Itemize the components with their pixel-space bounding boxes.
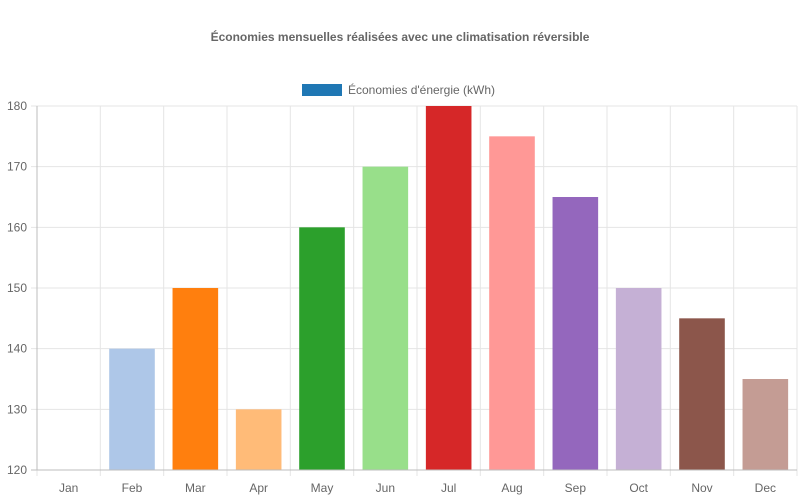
x-tick-label: Jun [376,481,395,495]
legend-label: Économies d'énergie (kWh) [348,82,495,97]
y-tick-label: 140 [7,342,27,356]
x-tick-label: Apr [249,481,268,495]
x-tick-label: Sep [565,481,587,495]
x-tick-label: Feb [122,481,143,495]
chart-title: Économies mensuelles réalisées avec une … [211,29,590,44]
bar-apr [235,409,282,470]
x-tick-label: Oct [629,481,648,495]
y-tick-label: 170 [7,160,27,174]
bar-dec [742,379,789,470]
x-tick-label: Dec [755,481,776,495]
bar-sep [552,197,599,470]
bar-oct [615,288,662,470]
x-tick-label: Mar [185,481,206,495]
y-tick-label: 160 [7,220,27,234]
bars [109,106,789,471]
x-tick-label: Nov [691,481,712,495]
x-tick-label: Jan [59,481,78,495]
y-tick-label: 180 [7,99,27,113]
x-tick-label: Jul [441,481,456,495]
bar-nov [679,318,725,470]
bar-may [299,227,345,470]
x-tick-label: May [311,481,334,495]
bar-mar [172,288,219,470]
bar-jul [425,106,472,470]
grid [31,105,798,476]
legend-swatch [302,84,342,96]
bar-feb [109,348,155,470]
legend[interactable]: Économies d'énergie (kWh) [302,82,495,97]
y-tick-label: 130 [7,402,27,416]
axes: 120 130 140 150 160 170 180 Jan Feb Mar Apr May Jun J… [7,99,797,495]
bar-jun [362,166,409,470]
bar-aug [489,136,535,471]
x-tick-label: Aug [501,481,522,495]
y-tick-label: 120 [7,463,27,477]
y-tick-label: 150 [7,281,27,295]
